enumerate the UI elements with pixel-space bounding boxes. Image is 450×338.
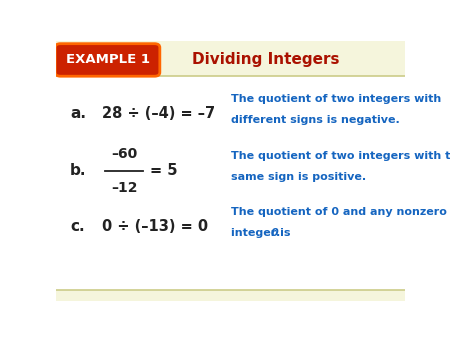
Text: –12: –12 [111, 180, 138, 195]
Text: different signs is negative.: different signs is negative. [230, 115, 400, 125]
Text: same sign is positive.: same sign is positive. [230, 172, 366, 182]
Text: b.: b. [70, 163, 87, 178]
Text: integer is: integer is [230, 228, 294, 238]
FancyBboxPatch shape [55, 44, 160, 76]
FancyBboxPatch shape [56, 41, 405, 76]
Text: –60: –60 [111, 147, 137, 161]
Text: The quotient of two integers with the: The quotient of two integers with the [230, 151, 450, 161]
Text: The quotient of 0 and any nonzero: The quotient of 0 and any nonzero [230, 207, 446, 217]
Text: 0 ÷ (–13) = 0: 0 ÷ (–13) = 0 [102, 219, 208, 234]
Text: The quotient of two integers with: The quotient of two integers with [230, 94, 441, 104]
Text: 28 ÷ (–4) = –7: 28 ÷ (–4) = –7 [102, 106, 215, 121]
Text: c.: c. [70, 219, 85, 234]
Text: a.: a. [70, 106, 86, 121]
FancyBboxPatch shape [56, 290, 405, 301]
Text: 0: 0 [271, 228, 279, 238]
Text: Dividing Integers: Dividing Integers [192, 52, 339, 68]
Text: = 5: = 5 [150, 163, 178, 178]
Text: EXAMPLE 1: EXAMPLE 1 [66, 53, 149, 67]
Text: .: . [276, 228, 280, 238]
